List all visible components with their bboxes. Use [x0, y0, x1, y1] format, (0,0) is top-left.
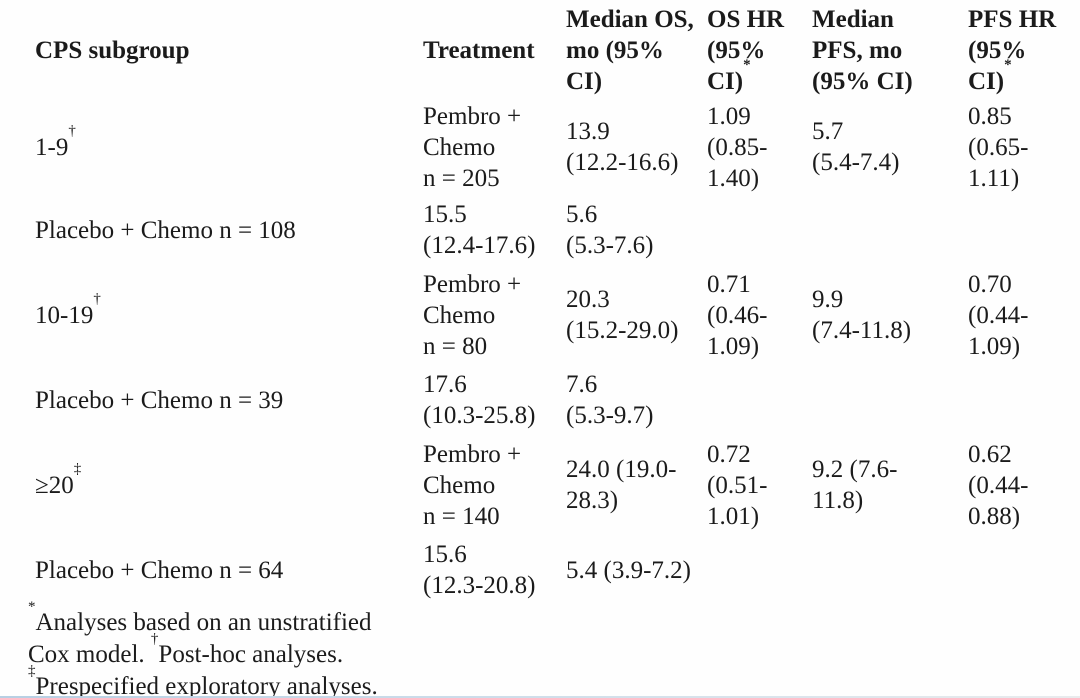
os-hr-cell: [707, 366, 812, 434]
os-hr-cell: 0.72 (0.51- 1.01): [707, 440, 768, 530]
table-row-pembro-cps-10-19: 10-19† Pembro + Chemo n = 80 20.3 (15.2-…: [35, 264, 1080, 366]
pfs-hr-cell: 0.85 (0.65- 1.11): [968, 102, 1029, 192]
header-label: CPS subgroup: [35, 36, 190, 64]
pfs-hr-cell: [968, 196, 1080, 264]
footnote-unstratified-cox: *Analyses based on an unstratified: [28, 599, 468, 639]
subgroup-cell: Placebo + Chemo n = 64: [35, 536, 423, 604]
treatment-cell: Pembro + Chemo n = 80: [423, 270, 522, 360]
subgroup-cell: 1-9†: [35, 98, 423, 196]
header-label: Median OS, mo (95% CI): [566, 5, 694, 95]
table-row-placebo-n39: Placebo + Chemo n = 39 17.6 (10.3-25.8) …: [35, 366, 1080, 434]
subgroup-label: Placebo + Chemo n = 108: [35, 216, 296, 244]
header-median-os: Median OS, mo (95% CI): [566, 2, 707, 98]
median-pfs-cell: [812, 366, 968, 434]
median-os-cell: 5.4 (3.9-7.2): [566, 556, 691, 584]
header-treatment: Treatment: [423, 2, 566, 98]
header-label: Median PFS, mo (95% CI): [812, 5, 913, 95]
subgroup-label: 10-19: [35, 301, 94, 329]
header-cps-subgroup: CPS subgroup: [35, 2, 423, 98]
median-os-cell: 20.3 (15.2-29.0): [566, 286, 679, 344]
subgroup-sup-marker: †: [68, 123, 76, 140]
footnote-post-hoc: Cox model. †Post-hoc analyses.: [28, 631, 468, 671]
header-os-hr: OS HR (95% CI)*: [707, 2, 812, 98]
cps-subgroup-outcomes-table: CPS subgroup Treatment Median OS, mo (95…: [35, 2, 1080, 604]
median-pfs-cell: 9.2 (7.6- 11.8): [812, 456, 898, 514]
footnote-prespecified: ‡Prespecified exploratory analyses.: [28, 663, 468, 698]
os-hr-cell: 0.71 (0.46- 1.09): [707, 270, 768, 360]
subgroup-label: 1-9: [35, 133, 69, 161]
header-sup-marker: *: [1004, 57, 1012, 74]
median-pfs-cell: [812, 196, 968, 264]
treatment-cell: Pembro + Chemo n = 205: [423, 102, 522, 192]
table-row-placebo-n108: Placebo + Chemo n = 108 15.5 (12.4-17.6)…: [35, 196, 1080, 264]
median-os-cell: 24.0 (19.0- 28.3): [566, 456, 677, 514]
subgroup-sup-marker: †: [93, 291, 101, 308]
median-pfs-cell: [812, 536, 968, 604]
header-median-pfs: Median PFS, mo (95% CI): [812, 2, 968, 98]
header-sup-marker: *: [743, 57, 751, 74]
os-hr-cell: [707, 536, 812, 604]
subgroup-cell: 10-19†: [35, 264, 423, 366]
header-label: OS HR (95% CI): [707, 5, 785, 95]
treatment-cell: 15.6 (12.3-20.8): [423, 541, 536, 599]
header-label: PFS HR (95% CI): [968, 5, 1057, 95]
subgroup-label: ≥20: [35, 471, 74, 499]
footnote-text: Cox model.: [28, 641, 151, 668]
subgroup-label: Placebo + Chemo n = 39: [35, 386, 284, 414]
header-pfs-hr: PFS HR (95% CI)*: [968, 2, 1080, 98]
bottom-edge-line: [0, 696, 1080, 698]
asterisk-marker: *: [28, 598, 36, 615]
os-hr-cell: 1.09 (0.85- 1.40): [707, 102, 768, 192]
table-row-placebo-n64: Placebo + Chemo n = 64 15.6 (12.3-20.8) …: [35, 536, 1080, 604]
header-label: Treatment: [423, 36, 535, 64]
dagger-marker: †: [150, 630, 159, 647]
header-row: CPS subgroup Treatment Median OS, mo (95…: [35, 2, 1080, 98]
os-hr-cell: [707, 196, 812, 264]
subgroup-sup-marker: ‡: [73, 461, 82, 478]
table-footnotes: *Analyses based on an unstratified Cox m…: [28, 599, 468, 698]
table-row-pembro-cps-ge20: ≥20‡ Pembro + Chemo n = 140 24.0 (19.0- …: [35, 434, 1080, 536]
footnote-text: Post-hoc analyses.: [158, 641, 344, 668]
median-os-cell: 7.6 (5.3-9.7): [566, 371, 654, 429]
median-os-cell: 5.6 (5.3-7.6): [566, 201, 654, 259]
pfs-hr-cell: [968, 366, 1080, 434]
treatment-cell: Pembro + Chemo n = 140: [423, 440, 522, 530]
pfs-hr-cell: 0.70 (0.44- 1.09): [968, 270, 1029, 360]
subgroup-cell: ≥20‡: [35, 434, 423, 536]
treatment-cell: 17.6 (10.3-25.8): [423, 371, 536, 429]
table-row-pembro-cps-1-9: 1-9† Pembro + Chemo n = 205 13.9 (12.2-1…: [35, 98, 1080, 196]
subgroup-cell: Placebo + Chemo n = 39: [35, 366, 423, 434]
median-pfs-cell: 9.9 (7.4-11.8): [812, 286, 912, 344]
treatment-cell: 15.5 (12.4-17.6): [423, 201, 536, 259]
double-dagger-marker: ‡: [28, 662, 36, 679]
median-os-cell: 13.9 (12.2-16.6): [566, 118, 679, 176]
median-pfs-cell: 5.7 (5.4-7.4): [812, 118, 900, 176]
subgroup-cell: Placebo + Chemo n = 108: [35, 196, 423, 264]
footnote-text: Prespecified exploratory analyses.: [35, 673, 378, 698]
footnote-text: Analyses based on an unstratified: [35, 609, 372, 636]
pfs-hr-cell: 0.62 (0.44- 0.88): [968, 440, 1029, 530]
subgroup-label: Placebo + Chemo n = 64: [35, 556, 284, 584]
pfs-hr-cell: [968, 536, 1080, 604]
